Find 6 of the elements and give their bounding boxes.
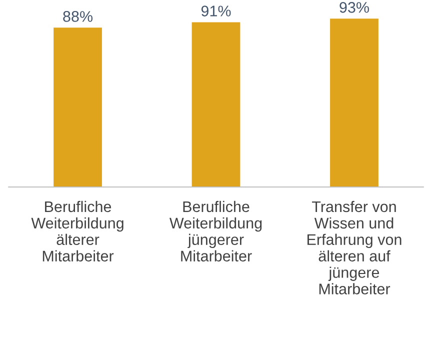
data-label: 91% [201, 6, 231, 16]
x-tick-label: Berufliche Weiterbildung jüngerer Mitarbeiter [169, 200, 262, 262]
data-label: 88% [63, 11, 93, 22]
data-label: 93% [340, 2, 369, 13]
x-tick-label: Berufliche Weiterbildung älterer Mitarbeiter [31, 200, 124, 262]
x-tick-label: Transfer von Wissen und Erfahrung von älteren auf jüngere Mitarbeiter [308, 200, 402, 294]
